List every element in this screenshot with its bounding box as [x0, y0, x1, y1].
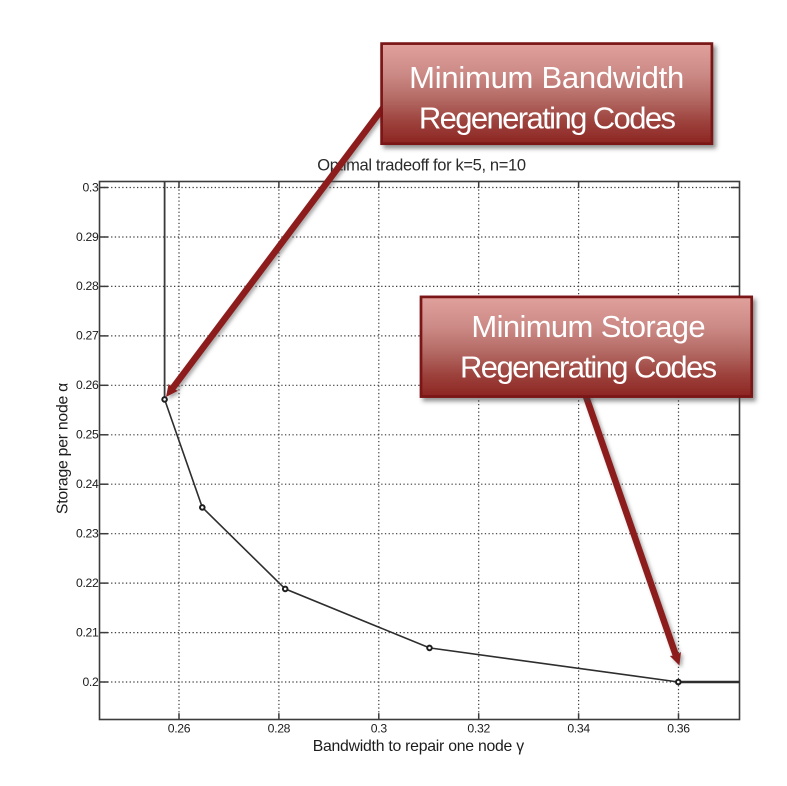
svg-text:0.22: 0.22 [76, 576, 99, 590]
svg-text:0.26: 0.26 [76, 378, 99, 392]
svg-text:Minimum Storage: Minimum Storage [471, 309, 705, 344]
svg-text:Optimal tradeoff for k=5, n=10: Optimal tradeoff for k=5, n=10 [317, 157, 526, 175]
svg-text:0.28: 0.28 [76, 279, 99, 293]
svg-text:0.3: 0.3 [82, 180, 99, 194]
svg-text:Bandwidth to repair one node γ: Bandwidth to repair one node γ [313, 738, 525, 755]
svg-text:0.27: 0.27 [76, 329, 99, 343]
svg-text:0.26: 0.26 [168, 722, 191, 736]
svg-text:0.34: 0.34 [567, 722, 590, 736]
svg-text:Storage per node α: Storage per node α [55, 383, 72, 514]
svg-text:Regenerating Codes: Regenerating Codes [460, 349, 717, 384]
svg-text:0.2: 0.2 [82, 675, 99, 689]
svg-text:0.28: 0.28 [268, 722, 291, 736]
svg-text:0.29: 0.29 [76, 230, 99, 244]
svg-text:Minimum Bandwidth: Minimum Bandwidth [409, 60, 684, 95]
svg-text:0.36: 0.36 [667, 722, 690, 736]
svg-text:0.21: 0.21 [76, 625, 99, 639]
svg-text:0.25: 0.25 [76, 428, 99, 442]
svg-text:0.23: 0.23 [76, 527, 99, 541]
svg-text:0.3: 0.3 [371, 722, 388, 736]
svg-text:0.24: 0.24 [76, 477, 99, 491]
svg-text:0.32: 0.32 [467, 722, 490, 736]
svg-text:Regenerating Codes: Regenerating Codes [419, 101, 676, 136]
